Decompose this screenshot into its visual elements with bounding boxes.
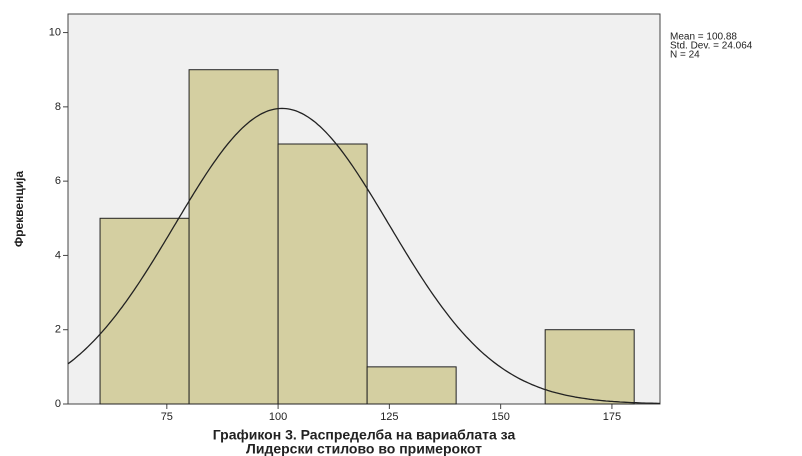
bar [277,143,368,405]
x-tick-label: 125 [380,411,398,423]
y-tick-label: 4 [55,249,61,261]
x-tick-label: 100 [269,411,287,423]
chart-title: Графикон 3. Распределба на вариаблата за [213,427,516,443]
bar [544,329,635,405]
stat-label: N = 24 [670,50,700,61]
stat-label: Mean = 100.88 [670,32,737,43]
bar [366,366,457,405]
x-tick-label: 75 [161,411,173,423]
bar [188,69,279,405]
stat-label: Std. Dev. = 24.064 [670,41,753,52]
y-tick-label: 2 [55,324,61,336]
y-tick-label: 6 [55,175,61,187]
y-tick-label: 0 [55,398,61,410]
bar [99,217,190,405]
normal-curve [67,107,660,405]
y-tick-label: 8 [55,101,61,113]
y-axis-label: Фреквенција [12,171,26,247]
y-tick-label: 10 [49,26,61,38]
x-tick-label: 175 [603,411,621,423]
chart-title: Лидерски стилово во примерокот [246,441,482,456]
x-tick-label: 150 [491,411,509,423]
